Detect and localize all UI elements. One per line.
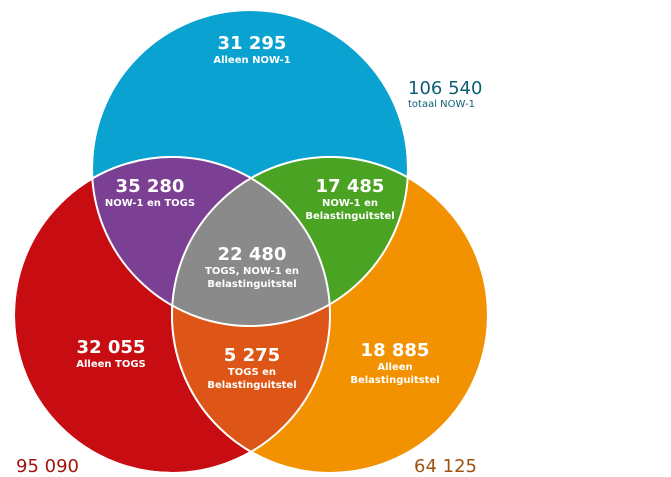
- text-now1-togs: NOW-1 en TOGS: [104, 198, 196, 209]
- text-togs-uitstel-2: Belastinguitstel: [207, 380, 297, 391]
- label-only-now1: 31 295 Alleen NOW-1: [213, 34, 290, 67]
- total-togs: 95 090: [16, 457, 79, 477]
- text-now1-uitstel-2: Belastinguitstel: [305, 211, 395, 222]
- text-togs-uitstel-1: TOGS en: [227, 367, 277, 378]
- text-only-uitstel-1: Alleen: [377, 362, 413, 373]
- label-now1-togs: 35 280 NOW-1 en TOGS: [105, 177, 195, 210]
- total-now1-label: totaal NOW-1: [408, 99, 475, 110]
- outline-now1: [91, 9, 409, 327]
- value-togs-uitstel: 5 275: [223, 345, 281, 366]
- total-uitstel-value: 64 125: [414, 456, 477, 477]
- value-now1-uitstel: 17 485: [315, 176, 385, 197]
- outline-togs: [13, 156, 331, 474]
- total-now1: 106 540 totaal NOW-1: [408, 79, 482, 111]
- total-togs-value: 95 090: [16, 456, 79, 477]
- label-all-three: 22 480 TOGS, NOW-1 en Belastinguitstel: [205, 245, 299, 291]
- total-now1-value: 106 540: [408, 78, 483, 99]
- text-only-uitstel-2: Belastinguitstel: [350, 375, 440, 386]
- text-now1-uitstel-1: NOW-1 en: [322, 198, 378, 209]
- value-all-three: 22 480: [217, 244, 287, 265]
- text-only-togs: Alleen TOGS: [76, 359, 146, 370]
- value-only-now1: 31 295: [217, 33, 287, 54]
- overlap-all: [172, 157, 330, 326]
- label-togs-uitstel: 5 275 TOGS en Belastinguitstel: [207, 346, 296, 392]
- label-only-togs: 32 055 Alleen TOGS: [76, 338, 146, 371]
- value-now1-togs: 35 280: [115, 176, 185, 197]
- text-all-three-2: Belastinguitstel: [207, 279, 297, 290]
- label-now1-uitstel: 17 485 NOW-1 en Belastinguitstel: [305, 177, 394, 223]
- text-all-three-1: TOGS, NOW-1 en: [205, 266, 299, 277]
- value-only-uitstel: 18 885: [360, 340, 430, 361]
- text-only-now1: Alleen NOW-1: [213, 55, 291, 66]
- total-uitstel: 64 125: [414, 457, 477, 477]
- value-only-togs: 32 055: [76, 337, 146, 358]
- label-only-uitstel: 18 885 Alleen Belastinguitstel: [350, 341, 439, 387]
- outline-uitstel: [171, 156, 489, 474]
